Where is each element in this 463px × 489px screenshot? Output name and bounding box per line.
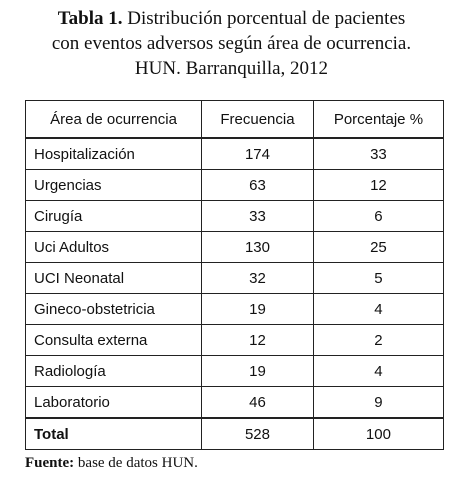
table-cell: Hospitalización [24,137,203,170]
table-cell: 63 [201,169,314,201]
table-row: Urgencias 63 12 [24,169,445,201]
table-cell: 19 [201,293,314,325]
header-cell: Porcentaje % [312,100,445,139]
header-cell: Frecuencia [201,100,314,139]
table-row: Cirugía 33 6 [24,200,445,232]
table-cell: 6 [312,200,445,232]
table-cell: 19 [201,355,314,387]
table-cell: 25 [312,231,445,263]
table-row: Total 528 100 [24,417,445,450]
caption-line: Tabla 1. Distribución porcentual de paci… [0,6,463,31]
caption: Tabla 1. Distribución porcentual de paci… [0,6,463,81]
table-cell: 46 [201,386,314,419]
table-row: Consulta externa 12 2 [24,324,445,356]
table-cell: Gineco-obstetricia [24,293,203,325]
table-cell: Uci Adultos [24,231,203,263]
source-label: Fuente: [25,455,75,471]
table-cell: Laboratorio [24,386,203,419]
table-cell: 528 [201,417,314,450]
table-cell: 130 [201,231,314,263]
table-cell: Radiología [24,355,203,387]
table-cell: 4 [312,293,445,325]
table-cell: Urgencias [24,169,203,201]
caption-label: Tabla 1. [57,8,123,29]
table-row: Laboratorio 46 9 [24,386,445,419]
table-cell: 33 [312,137,445,170]
table: Área de ocurrencia Frecuencia Porcentaje %… [24,100,445,450]
table-cell: 100 [312,417,445,450]
source-text: base de datos HUN. [77,455,198,471]
header-row: Área de ocurrencia Frecuencia Porcentaje % [24,100,445,139]
table-cell: Total [24,417,203,450]
table-cell: 12 [201,324,314,356]
table-row: Uci Adultos 130 25 [24,231,445,263]
table-cell: 32 [201,262,314,294]
table-cell: Consulta externa [24,324,203,356]
caption-text: Distribución porcentual de pacientes [127,8,406,29]
table-cell: 5 [312,262,445,294]
header-cell: Área de ocurrencia [24,100,203,139]
table-cell: 174 [201,137,314,170]
caption-line: con eventos adversos según área de ocurr… [51,33,412,54]
table-cell: UCI Neonatal [24,262,203,294]
table-cell: 12 [312,169,445,201]
table-cell: Cirugía [24,200,203,232]
table-row: UCI Neonatal 32 5 [24,262,445,294]
table-cell: 4 [312,355,445,387]
table-cell: 33 [201,200,314,232]
caption-line: HUN. Barranquilla, 2012 [134,58,329,79]
table-cell: 2 [312,324,445,356]
table-cell: 9 [312,386,445,419]
table-row: Radiología 19 4 [24,355,445,387]
source: Fuente: base de datos HUN. [25,455,198,472]
table-row: Hospitalización 174 33 [24,137,445,170]
table-row: Gineco-obstetricia 19 4 [24,293,445,325]
